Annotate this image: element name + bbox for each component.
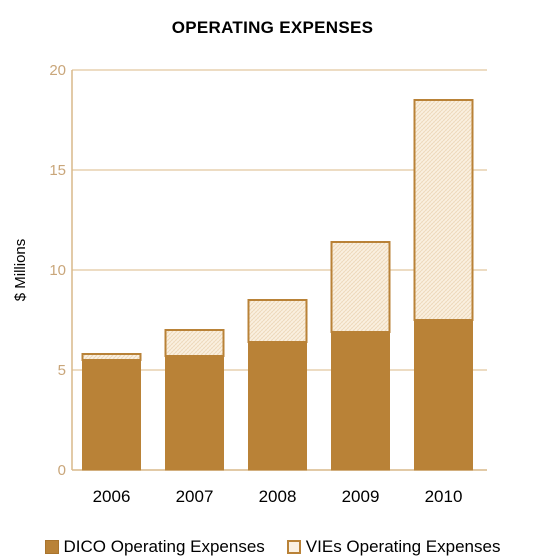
legend: DICO Operating Expenses VIEs Operating E… bbox=[0, 536, 545, 558]
y-tick-label-10: 10 bbox=[49, 262, 66, 279]
x-tick-label-2007: 2007 bbox=[176, 487, 214, 506]
legend-item-vies: VIEs Operating Expenses bbox=[286, 536, 501, 558]
bar-vies-2006 bbox=[81, 353, 142, 361]
bar-dico-2009 bbox=[331, 331, 390, 471]
y-tick-label-20: 20 bbox=[49, 62, 66, 79]
bar-dico-2010 bbox=[414, 319, 473, 471]
y-tick-label-0: 0 bbox=[58, 462, 66, 479]
x-tick-label-2010: 2010 bbox=[425, 487, 463, 506]
bar-vies-2009 bbox=[330, 241, 391, 333]
y-tick-label-15: 15 bbox=[49, 162, 66, 179]
bar-vies-2007 bbox=[164, 329, 225, 357]
bar-dico-2008 bbox=[248, 341, 307, 471]
legend-item-dico: DICO Operating Expenses bbox=[44, 536, 265, 558]
chart-plot: 0 5 10 15 20 2006 2007 2008 2009 2010 $ Millions bbox=[12, 62, 487, 506]
legend-label-dico: DICO Operating Expenses bbox=[63, 537, 265, 556]
legend-swatch-dico bbox=[44, 540, 59, 554]
tick-labels: 0 5 10 15 20 2006 2007 2008 2009 2010 bbox=[49, 62, 462, 506]
x-tick-label-2006: 2006 bbox=[93, 487, 131, 506]
bar-vies-2010 bbox=[413, 99, 474, 321]
x-tick-label-2008: 2008 bbox=[259, 487, 297, 506]
bars bbox=[81, 99, 474, 471]
x-tick-label-2009: 2009 bbox=[342, 487, 380, 506]
bar-dico-2006 bbox=[82, 359, 141, 471]
bar-vies-2008 bbox=[247, 299, 308, 343]
y-tick-label-5: 5 bbox=[58, 362, 66, 379]
bar-dico-2007 bbox=[165, 355, 224, 471]
legend-swatch-vies bbox=[286, 540, 301, 554]
legend-label-vies: VIEs Operating Expenses bbox=[305, 537, 501, 556]
y-axis-label: $ Millions bbox=[12, 239, 29, 302]
chart-title: OPERATING EXPENSES bbox=[171, 18, 374, 37]
